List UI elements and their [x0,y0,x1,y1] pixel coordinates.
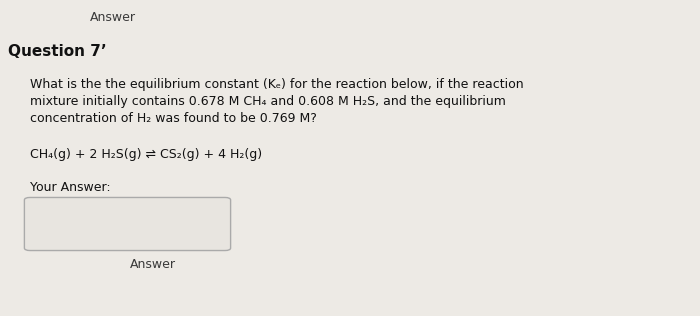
Text: CH₄(g) + 2 H₂S(g) ⇌ CS₂(g) + 4 H₂(g): CH₄(g) + 2 H₂S(g) ⇌ CS₂(g) + 4 H₂(g) [30,148,262,161]
Text: concentration of H₂ was found to be 0.769 M?: concentration of H₂ was found to be 0.76… [30,112,317,125]
Text: mixture initially contains 0.678 M CH₄ and 0.608 M H₂S, and the equilibrium: mixture initially contains 0.678 M CH₄ a… [30,95,506,108]
Text: Question 7ʼ: Question 7ʼ [8,44,106,59]
FancyBboxPatch shape [25,198,230,251]
Text: What is the the equilibrium constant (Kₑ) for the reaction below, if the reactio: What is the the equilibrium constant (Kₑ… [30,78,524,91]
Text: Your Answer:: Your Answer: [30,181,111,194]
Text: Answer: Answer [90,11,136,24]
Text: Answer: Answer [130,258,176,271]
